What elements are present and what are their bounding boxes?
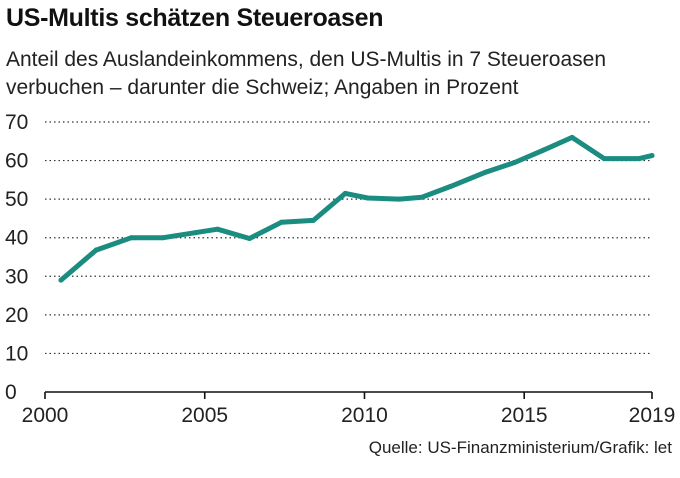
x-tick-label: 2000 — [22, 404, 69, 427]
y-tick-label: 10 — [5, 342, 28, 365]
y-tick-label: 0 — [5, 381, 17, 404]
x-tick-label: 2015 — [501, 404, 548, 427]
data-point — [365, 195, 371, 201]
data-point — [419, 194, 425, 200]
data-point — [215, 226, 221, 232]
y-tick-label: 20 — [5, 304, 28, 327]
x-axis-ticks: 2000 2005 2010 2015 2019 — [22, 392, 676, 427]
data-point — [636, 156, 642, 162]
chart-title: US-Multis schätzen Steueroasen — [6, 4, 384, 32]
series-group — [58, 134, 655, 283]
data-point — [128, 235, 134, 241]
source-note: Quelle: US-Finanzministerium/Grafik: let — [368, 438, 672, 457]
series-line — [58, 134, 655, 283]
x-tick-label: 2019 — [629, 404, 676, 427]
data-point — [160, 235, 166, 241]
data-point — [540, 147, 546, 153]
grid-lines — [45, 121, 652, 393]
x-tick-label: 2010 — [341, 404, 388, 427]
data-point — [512, 160, 518, 165]
chart-subtitle: Anteil des Auslandeinkommens, den US-Mul… — [6, 48, 606, 99]
data-point — [246, 235, 252, 241]
y-tick-label: 50 — [5, 188, 28, 211]
y-axis-ticks: 0 10 20 30 40 50 60 70 — [5, 111, 28, 404]
data-point — [569, 134, 575, 140]
y-tick-label: 60 — [5, 150, 28, 173]
data-point — [310, 217, 316, 223]
y-tick-label: 70 — [5, 111, 28, 134]
data-point — [93, 247, 99, 253]
data-point — [649, 153, 655, 159]
data-point — [192, 230, 198, 236]
data-point — [342, 190, 348, 196]
data-point — [278, 219, 284, 225]
y-tick-label: 40 — [5, 227, 28, 250]
y-tick-label: 30 — [5, 265, 28, 288]
data-point — [448, 183, 454, 189]
data-point — [58, 277, 64, 283]
x-tick-label: 2005 — [181, 404, 228, 427]
data-point — [601, 156, 607, 162]
data-point — [397, 196, 403, 202]
data-point — [483, 169, 489, 175]
